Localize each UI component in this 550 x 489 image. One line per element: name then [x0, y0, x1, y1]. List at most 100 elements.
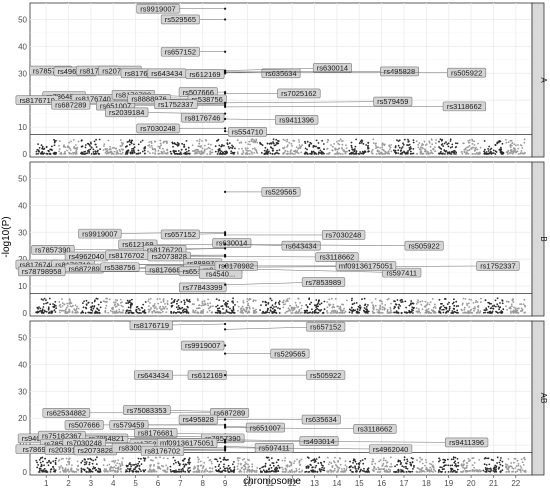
snp-point — [153, 470, 156, 473]
snp-point — [422, 143, 425, 146]
snp-point — [111, 470, 113, 472]
snp-point — [286, 138, 289, 141]
snp-point — [63, 144, 65, 147]
snp-point — [73, 471, 76, 473]
snp-point — [46, 461, 49, 464]
snp-point — [95, 152, 98, 155]
snp-point — [335, 464, 338, 467]
x-tick-label: 14 — [332, 479, 341, 488]
snp-point — [152, 152, 154, 154]
snp-point — [410, 302, 412, 305]
snp-label: rs651007 — [100, 101, 131, 110]
snp-point — [372, 138, 375, 141]
snp-point — [177, 153, 180, 155]
snp-point — [172, 463, 175, 465]
snp-point — [242, 307, 245, 310]
snp-point — [487, 301, 490, 304]
snp-point — [300, 304, 303, 307]
snp-point — [157, 462, 160, 465]
snp-point — [80, 312, 82, 314]
snp-point — [478, 459, 481, 461]
snp-point — [203, 144, 206, 147]
snp-point — [142, 457, 145, 459]
snp-point — [183, 303, 186, 306]
snp-point — [207, 456, 210, 459]
snp-point — [232, 463, 234, 466]
x-tick-label: 13 — [310, 479, 319, 488]
snp-point — [401, 465, 404, 467]
snp-point — [400, 312, 403, 314]
snp-point — [35, 459, 38, 462]
snp-point — [299, 463, 302, 466]
snp-point — [463, 306, 466, 309]
snp-point — [299, 312, 302, 314]
snp-point — [201, 469, 204, 472]
snp-point — [67, 146, 70, 149]
snp-point — [86, 142, 89, 145]
snp-point — [202, 465, 205, 468]
snp-point — [430, 470, 433, 473]
snp-point — [44, 310, 46, 313]
snp-point — [180, 468, 183, 471]
snp-point — [341, 309, 344, 312]
snp-point — [484, 467, 487, 469]
snp-point — [129, 141, 132, 144]
snp-point — [510, 144, 513, 147]
snp-point — [355, 470, 357, 472]
snp-point — [397, 307, 400, 310]
snp-point — [403, 151, 406, 154]
snp-point — [411, 461, 414, 463]
snp-point — [485, 307, 488, 310]
snp-point — [462, 465, 464, 467]
snp-point — [44, 457, 46, 460]
snp-point — [399, 153, 402, 155]
snp-point — [381, 302, 383, 305]
snp-point — [468, 302, 470, 305]
snp-point — [456, 311, 459, 314]
snp-point — [223, 374, 227, 377]
snp-point — [94, 299, 96, 302]
snp-point — [408, 309, 411, 312]
snp-point — [113, 461, 116, 464]
snp-point — [451, 146, 454, 148]
snp-point — [320, 302, 323, 305]
snp-label: rs8176681 — [125, 69, 160, 78]
snp-point — [387, 152, 389, 155]
snp-point — [388, 312, 391, 314]
snp-point — [321, 466, 324, 469]
snp-point — [234, 304, 236, 306]
snp-label-box — [442, 101, 487, 112]
snp-point — [429, 145, 432, 148]
snp-point — [113, 304, 116, 306]
snp-point — [471, 138, 473, 141]
snp-point — [175, 306, 178, 309]
snp-point — [154, 148, 157, 151]
snp-point — [269, 297, 272, 300]
snp-point — [371, 463, 373, 466]
snp-point — [120, 470, 122, 473]
snp-point — [231, 300, 234, 303]
snp-point — [310, 464, 312, 466]
snp-point — [91, 305, 94, 308]
snp-point — [85, 307, 88, 310]
snp-point — [193, 303, 196, 305]
snp-point — [510, 465, 513, 468]
snp-point — [489, 310, 492, 313]
snp-label-box — [368, 444, 413, 454]
snp-point — [45, 310, 48, 313]
snp-point — [487, 305, 490, 308]
snp-point — [434, 142, 437, 145]
snp-point — [492, 470, 495, 472]
snp-point — [222, 308, 224, 310]
snp-point — [239, 469, 242, 471]
snp-point — [166, 142, 168, 145]
snp-point — [472, 153, 474, 155]
snp-label-box — [160, 229, 200, 240]
snp-point — [453, 153, 455, 155]
snp-point — [339, 305, 342, 308]
snp-point — [298, 147, 300, 150]
snp-point — [187, 146, 190, 149]
snp-label-box — [212, 238, 252, 248]
snp-point — [381, 306, 384, 308]
snp-point — [362, 143, 365, 145]
